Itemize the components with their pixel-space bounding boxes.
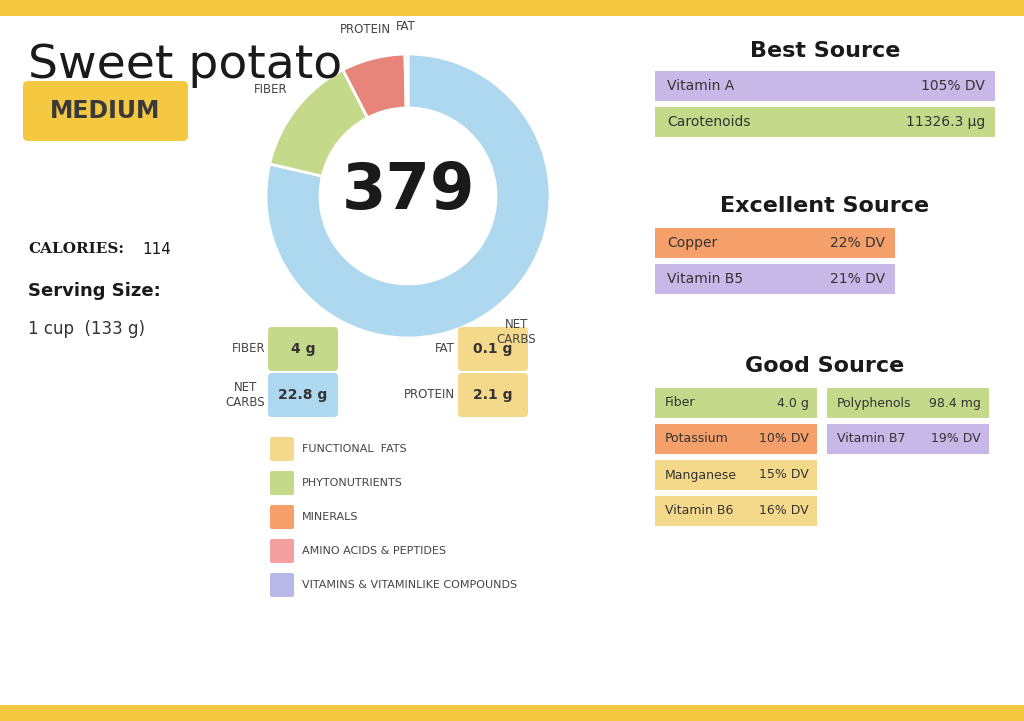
Wedge shape: [404, 54, 408, 108]
Text: Potassium: Potassium: [665, 433, 729, 446]
Text: 19% DV: 19% DV: [932, 433, 981, 446]
Text: MINERALS: MINERALS: [302, 512, 358, 522]
Text: Copper: Copper: [667, 236, 717, 250]
Text: Excellent Source: Excellent Source: [721, 196, 930, 216]
Text: VITAMINS & VITAMINLIKE COMPOUNDS: VITAMINS & VITAMINLIKE COMPOUNDS: [302, 580, 517, 590]
Text: Fiber: Fiber: [665, 397, 695, 410]
Text: FIBER: FIBER: [231, 342, 265, 355]
Text: Vitamin B5: Vitamin B5: [667, 272, 743, 286]
Text: FIBER: FIBER: [254, 83, 288, 96]
FancyBboxPatch shape: [270, 505, 294, 529]
FancyBboxPatch shape: [655, 228, 895, 258]
FancyBboxPatch shape: [827, 424, 989, 454]
Text: Serving Size:: Serving Size:: [28, 282, 161, 300]
Text: 21% DV: 21% DV: [829, 272, 885, 286]
Text: Vitamin A: Vitamin A: [667, 79, 734, 93]
Text: PHYTONUTRIENTS: PHYTONUTRIENTS: [302, 478, 402, 488]
FancyBboxPatch shape: [655, 496, 817, 526]
FancyBboxPatch shape: [270, 539, 294, 563]
FancyBboxPatch shape: [0, 705, 1024, 721]
FancyBboxPatch shape: [655, 388, 817, 418]
FancyBboxPatch shape: [270, 573, 294, 597]
Text: 10% DV: 10% DV: [759, 433, 809, 446]
Text: 4 g: 4 g: [291, 342, 315, 356]
Text: 22% DV: 22% DV: [830, 236, 885, 250]
Text: Polyphenols: Polyphenols: [837, 397, 911, 410]
Text: 4.0 g: 4.0 g: [777, 397, 809, 410]
Text: MEDIUM: MEDIUM: [50, 99, 161, 123]
Text: FAT: FAT: [396, 19, 416, 32]
FancyBboxPatch shape: [655, 107, 995, 137]
FancyBboxPatch shape: [655, 71, 995, 101]
Text: 379: 379: [341, 160, 475, 222]
FancyBboxPatch shape: [827, 388, 989, 418]
FancyBboxPatch shape: [458, 327, 528, 371]
Text: Good Source: Good Source: [745, 356, 904, 376]
Wedge shape: [269, 70, 368, 176]
FancyBboxPatch shape: [0, 0, 1024, 16]
Text: AMINO ACIDS & PEPTIDES: AMINO ACIDS & PEPTIDES: [302, 546, 446, 556]
FancyBboxPatch shape: [23, 81, 188, 141]
Text: Best Source: Best Source: [750, 41, 900, 61]
Text: 105% DV: 105% DV: [922, 79, 985, 93]
Text: 2.1 g: 2.1 g: [473, 388, 513, 402]
Text: NET
CARBS: NET CARBS: [225, 381, 265, 409]
Text: 11326.3 μg: 11326.3 μg: [906, 115, 985, 129]
Text: FAT: FAT: [435, 342, 455, 355]
Text: PROTEIN: PROTEIN: [403, 389, 455, 402]
Text: 0.1 g: 0.1 g: [473, 342, 513, 356]
Text: 98.4 mg: 98.4 mg: [929, 397, 981, 410]
Text: Sweet potato: Sweet potato: [28, 43, 342, 89]
FancyBboxPatch shape: [270, 437, 294, 461]
FancyBboxPatch shape: [270, 471, 294, 495]
Text: Manganese: Manganese: [665, 469, 737, 482]
FancyBboxPatch shape: [268, 327, 338, 371]
FancyBboxPatch shape: [458, 373, 528, 417]
Text: 114: 114: [142, 242, 171, 257]
Text: NET
CARBS: NET CARBS: [497, 318, 537, 346]
Text: CALORIES:: CALORIES:: [28, 242, 124, 256]
FancyBboxPatch shape: [268, 373, 338, 417]
Wedge shape: [343, 54, 407, 118]
FancyBboxPatch shape: [655, 424, 817, 454]
Text: Carotenoids: Carotenoids: [667, 115, 751, 129]
Text: Vitamin B6: Vitamin B6: [665, 505, 733, 518]
Text: 16% DV: 16% DV: [760, 505, 809, 518]
Text: 15% DV: 15% DV: [759, 469, 809, 482]
Text: FUNCTIONAL  FATS: FUNCTIONAL FATS: [302, 444, 407, 454]
Text: 1 cup  (133 g): 1 cup (133 g): [28, 320, 145, 338]
Text: 22.8 g: 22.8 g: [279, 388, 328, 402]
Text: Vitamin B7: Vitamin B7: [837, 433, 905, 446]
FancyBboxPatch shape: [655, 460, 817, 490]
Wedge shape: [266, 54, 550, 338]
Text: PROTEIN: PROTEIN: [340, 23, 391, 36]
FancyBboxPatch shape: [655, 264, 895, 294]
